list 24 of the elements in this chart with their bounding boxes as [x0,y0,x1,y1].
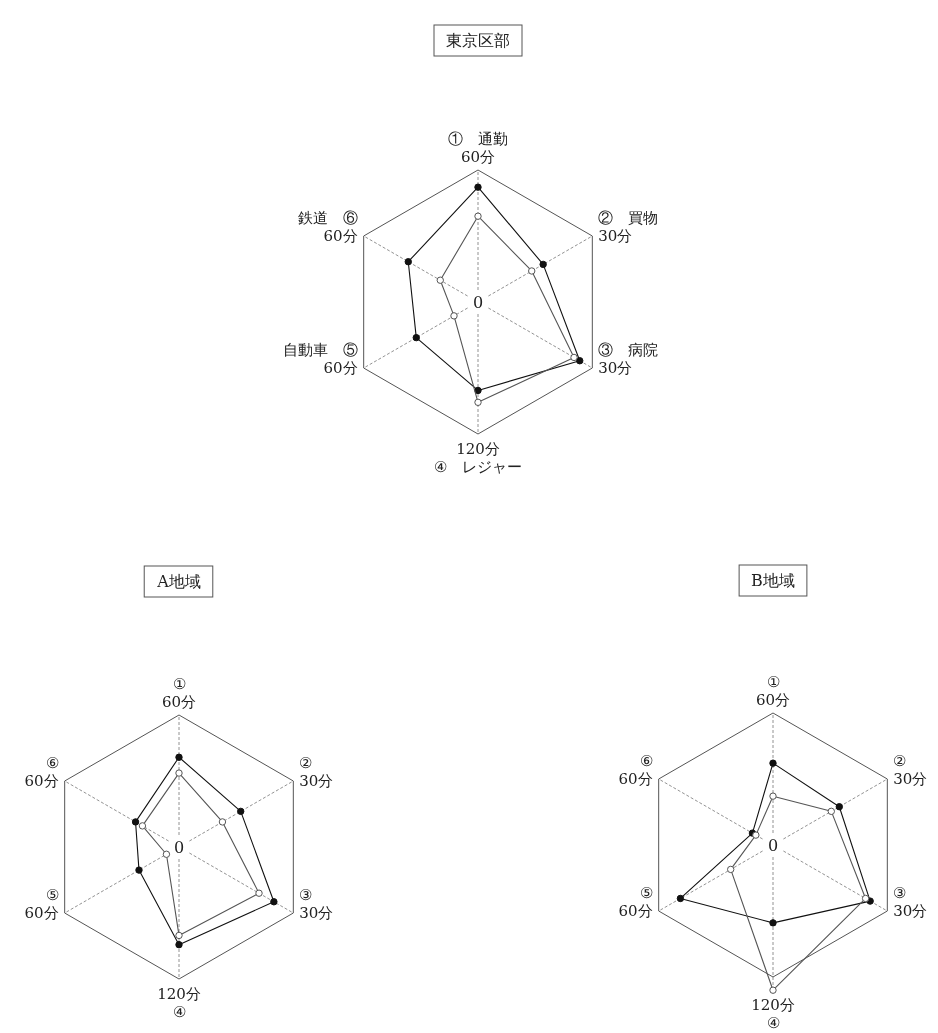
chart-title: 東京区部 [446,31,510,50]
chart-title: B地域 [751,571,795,590]
spoke-label: ⑥ 60分 [24,754,59,790]
spoke-label: ⑥ 60分 [618,752,653,788]
chart-title: A地域 [156,572,201,591]
spoke-label: 120分 ④ [751,996,795,1033]
spoke-label: ② 買物 30分 [598,209,659,245]
spoke-label: 120分 ④ レジャー [434,440,522,476]
spoke-label: ② 30分 [299,754,334,790]
spoke-label: 鉄道 ⑥ 60分 [297,209,358,245]
spoke-label: ① 60分 [161,675,197,711]
spoke-label: ③ 30分 [299,886,334,922]
text: 0 [472,293,484,312]
text: 0 [173,838,185,857]
spoke-label: ① 60分 [755,673,791,709]
spoke-label: ③ 30分 [893,884,928,920]
spoke-label: ③ 病院 30分 [598,341,659,377]
spoke-label: ① 通勤 60分 [448,130,508,166]
spoke-label: ② 30分 [893,752,928,788]
spoke-label: 自動車 ⑤ 60分 [282,341,358,377]
text: 0 [767,836,779,855]
spoke-label: 120分 ④ [157,985,201,1021]
spoke-label: ⑤ 60分 [24,886,59,922]
spoke-label: ⑤ 60分 [618,884,653,920]
